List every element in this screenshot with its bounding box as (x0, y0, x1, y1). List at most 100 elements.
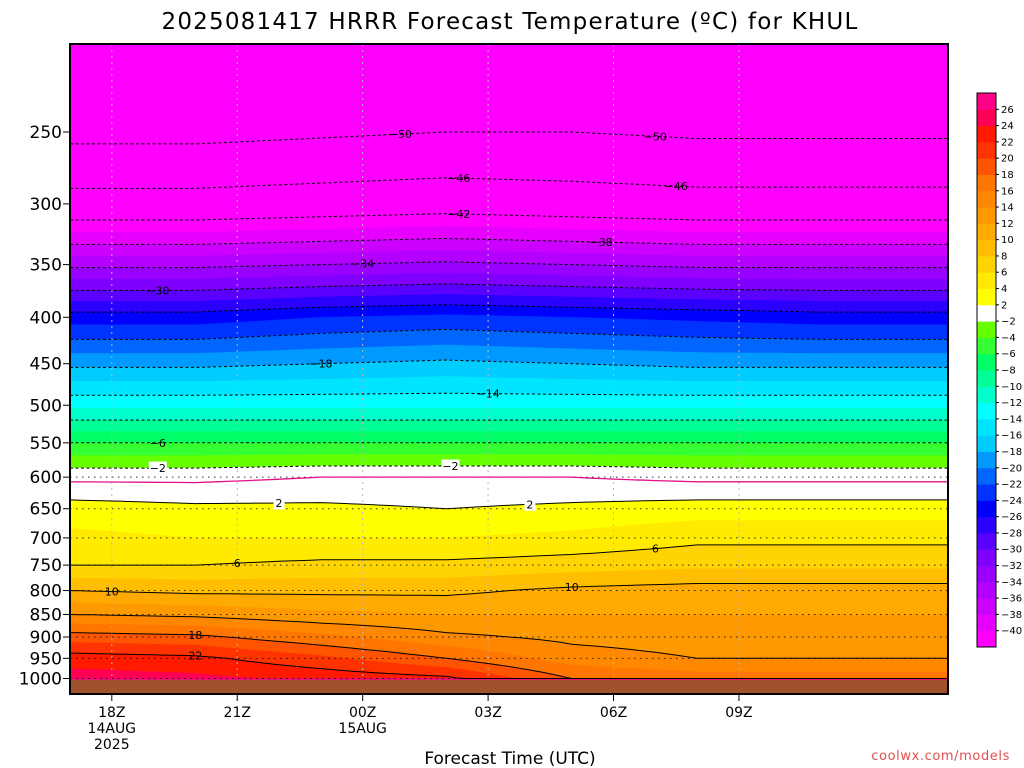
isotherm-contour (70, 237, 948, 245)
colorbar-legend: −40−38−36−34−32−30−28−26−24−22−20−18−16−… (976, 92, 1022, 648)
y-tick-label: 450 (30, 355, 62, 375)
colorbar-swatch (977, 304, 996, 322)
contour-label: 10 (105, 586, 119, 599)
contour-label: 22 (188, 650, 202, 663)
isotherm-contour (70, 499, 948, 510)
colorbar-tick-label: −30 (1001, 545, 1022, 556)
contour-label: −50 (644, 130, 667, 143)
contour-label: 6 (234, 557, 241, 570)
colorbar-swatch (977, 484, 996, 501)
temp-band (70, 442, 948, 457)
x-tick-label: 21Z (224, 705, 251, 721)
colorbar-swatch (977, 418, 996, 436)
x-tick-label: 03Z (474, 705, 501, 721)
y-tick-label: 650 (30, 500, 62, 520)
colorbar-tick-label: −34 (1001, 577, 1022, 588)
colorbar-swatch (977, 255, 996, 273)
colorbar-tick-label: −40 (1001, 626, 1022, 637)
colorbar-swatch (977, 125, 996, 143)
colorbar-tick-label: 22 (1001, 137, 1014, 148)
contour-label: −2 (150, 462, 166, 475)
y-tick-label: 250 (30, 123, 62, 143)
colorbar-tick-label: −26 (1001, 512, 1022, 523)
colorbar-tick-label: −18 (1001, 447, 1022, 458)
contour-label: −14 (476, 388, 499, 401)
colorbar-swatch (977, 630, 996, 648)
y-tick-label: 550 (30, 434, 62, 454)
colorbar-tick-label: 2 (1001, 300, 1007, 311)
colorbar-tick-label: 14 (1001, 203, 1014, 214)
isotherm-contour (70, 465, 948, 469)
colorbar-tick-label: −2 (1001, 317, 1016, 328)
contour-label: 18 (188, 629, 202, 642)
colorbar-tick-label: −22 (1001, 480, 1022, 491)
colorbar-swatch (977, 402, 996, 420)
temp-band (70, 407, 948, 421)
colorbar-swatch (977, 190, 996, 208)
isotherm-contour (70, 392, 948, 396)
colorbar-swatch (977, 272, 996, 290)
colorbar-swatch (977, 207, 996, 224)
colorbar-tick-label: −32 (1001, 561, 1022, 572)
colorbar-tick-label: −10 (1001, 382, 1022, 393)
contour-label: −18 (309, 358, 332, 371)
x-tick-label: 14AUG (88, 721, 137, 737)
freezing-line (70, 476, 948, 484)
colorbar-tick-label: 12 (1001, 219, 1014, 230)
x-tick-label: 18Z (98, 705, 125, 721)
colorbar-tick-label: −20 (1001, 463, 1022, 474)
x-tick-label: 15AUG (338, 721, 387, 737)
x-tick-label: 06Z (600, 705, 627, 721)
contour-label: −30 (146, 284, 169, 297)
colorbar-tick-label: 6 (1001, 268, 1007, 279)
colorbar-swatch (977, 174, 996, 192)
temp-band (70, 392, 948, 409)
colorbar-swatch (977, 158, 996, 175)
isotherm-contour (70, 359, 948, 368)
colorbar-tick-label: 20 (1001, 154, 1014, 165)
colorbar-tick-label: −28 (1001, 528, 1022, 539)
isotherm-contour (70, 261, 948, 269)
isotherm-contour (70, 614, 948, 659)
y-tick-label: 300 (30, 195, 62, 215)
contour-label: −42 (447, 208, 470, 221)
y-tick-label: 600 (30, 468, 62, 488)
colorbar-swatch (977, 614, 996, 632)
colorbar-tick-label: 10 (1001, 235, 1014, 246)
colorbar-swatch (977, 239, 996, 257)
colorbar-tick-label: −24 (1001, 496, 1022, 507)
colorbar-tick-label: −14 (1001, 414, 1022, 425)
colorbar-tick-label: −6 (1001, 349, 1016, 360)
y-tick-label: 750 (30, 556, 62, 576)
colorbar-swatch (977, 467, 996, 485)
colorbar-swatch (977, 451, 996, 469)
colorbar-swatch (977, 288, 996, 306)
isotherm-contour (70, 283, 948, 291)
contour-label: −2 (442, 460, 458, 473)
plot-frame (69, 43, 949, 695)
colorbar-swatch (977, 93, 996, 110)
colorbar-tick-label: 16 (1001, 186, 1014, 197)
colorbar-swatch (977, 353, 996, 371)
colorbar-swatch (977, 370, 996, 387)
colorbar-swatch (977, 500, 996, 518)
colorbar-swatch (977, 141, 996, 159)
contour-label: 6 (652, 543, 659, 556)
isotherm-contour (70, 583, 948, 597)
colorbar-swatch (977, 598, 996, 615)
isotherm-contour (70, 213, 948, 221)
colorbar-tick-label: 18 (1001, 170, 1014, 181)
colorbar-swatch (977, 223, 996, 241)
colorbar-swatch (977, 549, 996, 567)
contour-label: −6 (150, 437, 166, 450)
colorbar-tick-label: −36 (1001, 594, 1022, 605)
y-tick-label: 350 (30, 256, 62, 276)
isotherm-contour (70, 177, 948, 189)
contour-label: −46 (665, 180, 688, 193)
contour-label: −50 (389, 128, 412, 141)
isotherm-contour (70, 131, 948, 145)
colorbar-tick-label: 24 (1001, 121, 1014, 132)
temp-band (70, 419, 948, 432)
colorbar-tick-label: −38 (1001, 610, 1022, 621)
